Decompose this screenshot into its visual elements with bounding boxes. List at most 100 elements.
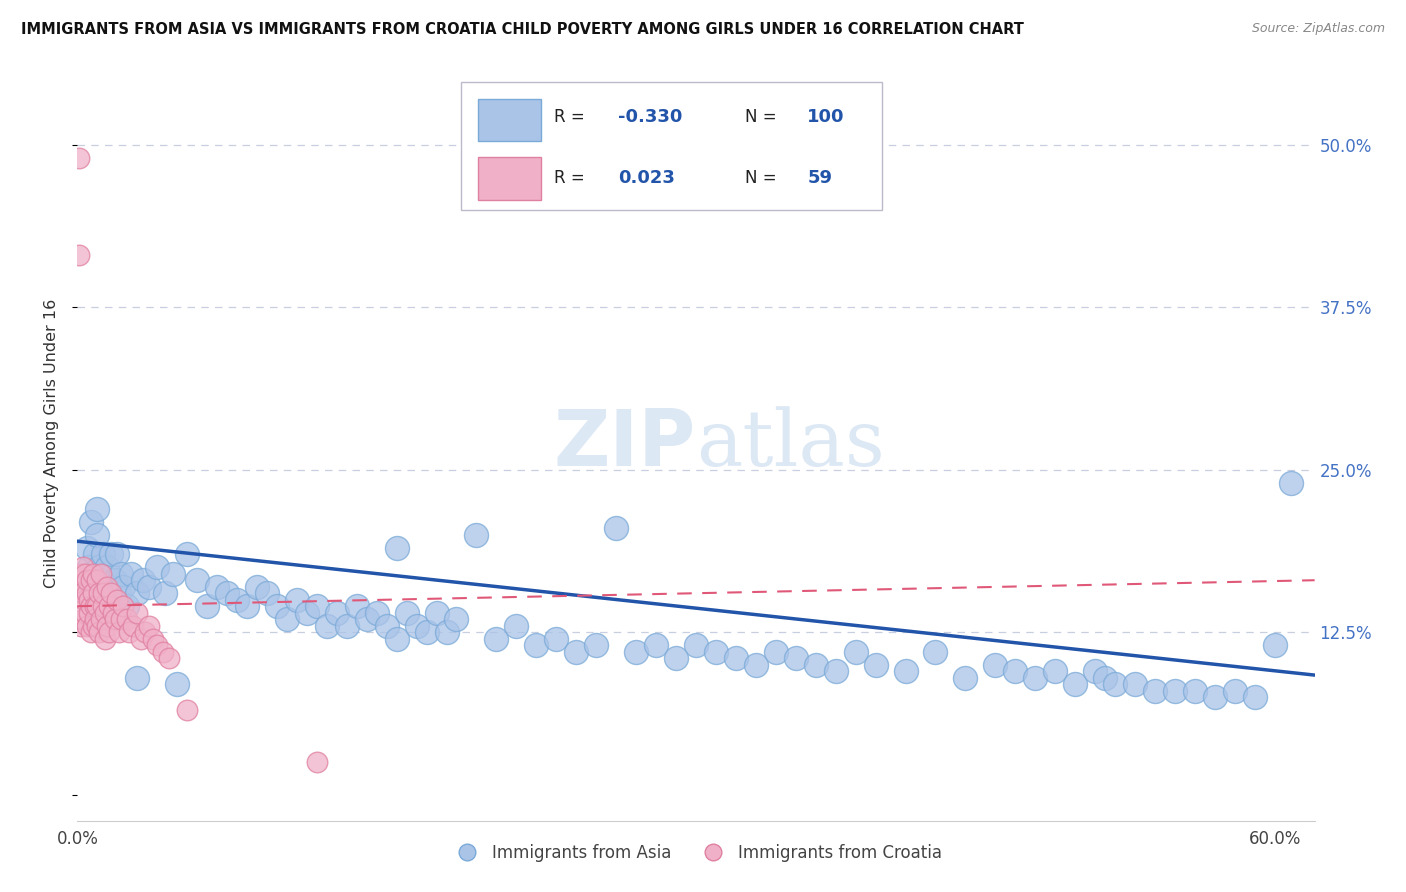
- Point: [132, 573, 155, 587]
- Point: [72, 560, 94, 574]
- Point: [82, 573, 104, 587]
- Point: [80, 573, 103, 587]
- Point: [110, 612, 132, 626]
- Point: [1123, 677, 1146, 691]
- Point: [75, 566, 97, 581]
- Point: [105, 592, 128, 607]
- Point: [67, 151, 90, 165]
- Point: [605, 521, 627, 535]
- Point: [86, 527, 108, 541]
- Point: [326, 606, 349, 620]
- Text: atlas: atlas: [696, 406, 884, 482]
- Point: [80, 515, 103, 529]
- Point: [115, 599, 138, 614]
- Point: [295, 606, 318, 620]
- Point: [176, 547, 198, 561]
- Point: [436, 625, 458, 640]
- Text: Source: ZipAtlas.com: Source: ZipAtlas.com: [1251, 22, 1385, 36]
- Point: [157, 651, 180, 665]
- Point: [375, 618, 398, 632]
- Point: [415, 625, 437, 640]
- Point: [765, 645, 787, 659]
- Point: [79, 606, 101, 620]
- Point: [166, 677, 188, 691]
- Point: [465, 527, 488, 541]
- Point: [79, 560, 101, 574]
- Point: [75, 606, 97, 620]
- Point: [120, 566, 142, 581]
- Point: [152, 645, 174, 659]
- Point: [1043, 664, 1066, 678]
- Point: [585, 638, 607, 652]
- Point: [665, 651, 688, 665]
- Point: [1024, 671, 1046, 685]
- Point: [704, 645, 727, 659]
- Point: [1279, 475, 1302, 490]
- Point: [103, 592, 125, 607]
- Point: [366, 606, 388, 620]
- Point: [266, 599, 288, 614]
- Point: [385, 632, 408, 646]
- Point: [1104, 677, 1126, 691]
- Point: [425, 606, 447, 620]
- Point: [84, 599, 107, 614]
- Point: [505, 618, 527, 632]
- Point: [118, 625, 141, 640]
- Point: [146, 560, 169, 574]
- Point: [70, 586, 93, 600]
- Point: [100, 547, 122, 561]
- Point: [1264, 638, 1286, 652]
- Point: [112, 580, 135, 594]
- Point: [1094, 671, 1116, 685]
- Point: [76, 573, 98, 587]
- Point: [405, 618, 427, 632]
- Point: [524, 638, 547, 652]
- Point: [205, 580, 228, 594]
- Point: [72, 586, 94, 600]
- Point: [804, 657, 827, 672]
- Point: [104, 612, 127, 626]
- Point: [76, 586, 98, 600]
- Point: [1143, 683, 1166, 698]
- Point: [315, 618, 337, 632]
- Point: [94, 632, 117, 646]
- Point: [104, 573, 127, 587]
- Point: [127, 586, 149, 600]
- Point: [485, 632, 508, 646]
- Y-axis label: Child Poverty Among Girls Under 16: Child Poverty Among Girls Under 16: [44, 299, 59, 589]
- Point: [76, 541, 98, 555]
- Point: [89, 625, 111, 640]
- Point: [395, 606, 418, 620]
- Point: [824, 664, 846, 678]
- Point: [336, 618, 359, 632]
- Point: [894, 664, 917, 678]
- Point: [138, 618, 160, 632]
- Text: -0.330: -0.330: [619, 109, 682, 127]
- Point: [984, 657, 1007, 672]
- Text: N =: N =: [745, 109, 782, 127]
- Point: [129, 632, 152, 646]
- Point: [127, 606, 149, 620]
- Point: [1243, 690, 1265, 705]
- Point: [67, 248, 90, 262]
- Point: [645, 638, 668, 652]
- Point: [1204, 690, 1226, 705]
- Text: R =: R =: [554, 109, 589, 127]
- Point: [785, 651, 807, 665]
- Point: [1164, 683, 1187, 698]
- Point: [89, 560, 111, 574]
- Point: [305, 755, 328, 769]
- Point: [215, 586, 238, 600]
- Point: [153, 586, 176, 600]
- Point: [162, 566, 184, 581]
- Point: [305, 599, 328, 614]
- Point: [346, 599, 368, 614]
- Point: [91, 599, 114, 614]
- Point: [356, 612, 378, 626]
- Point: [103, 606, 125, 620]
- Point: [72, 612, 94, 626]
- Point: [1184, 683, 1206, 698]
- Point: [112, 599, 135, 614]
- Point: [84, 612, 107, 626]
- Point: [1084, 664, 1107, 678]
